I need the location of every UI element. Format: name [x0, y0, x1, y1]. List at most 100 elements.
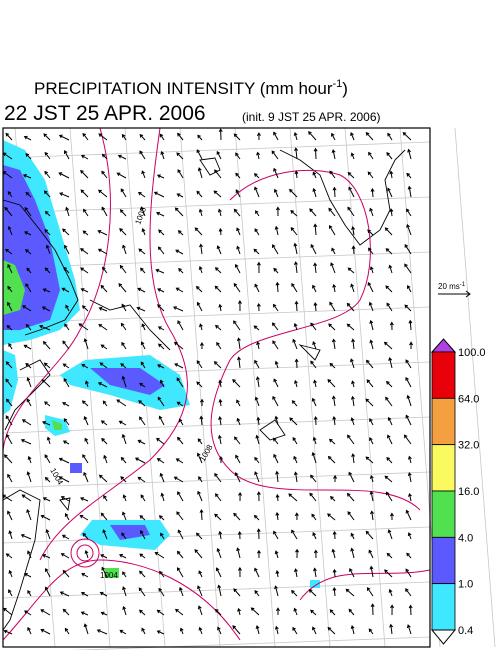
wind-arrow — [218, 416, 222, 426]
wind-arrow — [351, 453, 356, 464]
wind-arrow — [408, 492, 412, 502]
wind-arrow — [177, 132, 184, 141]
wind-arrow — [407, 284, 412, 293]
wind-arrow — [273, 188, 279, 198]
wind-arrow — [23, 344, 32, 350]
wind-arrow — [99, 362, 108, 369]
wind-arrow — [313, 223, 318, 236]
wind-arrow — [347, 267, 355, 274]
wind-arrow — [157, 364, 165, 369]
wind-arrow — [139, 150, 146, 160]
wind-arrow — [196, 360, 203, 369]
wind-arrow — [313, 416, 318, 426]
wind-arrow — [8, 589, 13, 597]
wind-arrow — [160, 532, 165, 540]
wind-arrow — [42, 497, 51, 502]
wind-arrow — [80, 267, 89, 274]
wind-arrow — [179, 627, 184, 635]
wind-arrow — [256, 341, 261, 350]
wind-arrow — [62, 363, 70, 369]
wind-arrow — [369, 474, 374, 483]
wind-arrow — [214, 608, 222, 616]
wind-arrow — [156, 630, 165, 635]
wind-arrow — [81, 305, 89, 312]
wind-arrow — [366, 379, 374, 388]
wind-arrow — [214, 267, 222, 274]
wind-arrow — [275, 607, 280, 615]
wind-arrow — [348, 471, 355, 483]
wind-arrow — [218, 530, 223, 540]
wind-arrow — [291, 529, 298, 540]
wind-arrow — [408, 319, 413, 331]
wind-arrow — [155, 268, 165, 274]
wind-arrow — [409, 341, 414, 350]
wind-arrow — [4, 206, 13, 217]
wind-arrow — [159, 472, 165, 483]
wind-arrow — [406, 552, 412, 559]
parallel — [2, 416, 431, 434]
wind-arrow — [62, 608, 70, 616]
wind-arrow — [346, 492, 355, 502]
wind-arrow — [351, 245, 356, 255]
wind-arrow — [101, 153, 108, 160]
wind-arrow — [44, 267, 51, 274]
wind-arrow — [232, 379, 241, 388]
wind-arrow — [63, 266, 70, 274]
wind-arrow — [292, 436, 298, 445]
wind-arrow — [329, 609, 336, 616]
wind-arrow — [176, 152, 184, 160]
wind-arrow — [83, 416, 89, 426]
wind-arrow — [40, 628, 51, 635]
wind-arrow — [63, 377, 70, 388]
wind-arrow — [254, 471, 260, 483]
wind-arrow — [59, 591, 70, 597]
wind-arrow — [154, 551, 165, 559]
wind-arrow — [26, 377, 32, 388]
wind-arrow — [387, 434, 393, 445]
wind-arrow — [327, 379, 336, 388]
wind-arrow — [198, 626, 203, 635]
wind-arrow — [256, 491, 261, 502]
wind-arrow — [327, 626, 336, 635]
wind-arrow — [121, 375, 127, 388]
wind-arrow — [160, 150, 165, 160]
wind-arrow — [60, 496, 70, 502]
wind-arrow — [58, 172, 70, 179]
wind-arrow — [350, 625, 355, 635]
wind-arrow — [198, 265, 203, 274]
wind-arrow — [196, 190, 203, 198]
wind-arrow — [329, 301, 336, 312]
wind-arrow — [331, 132, 336, 141]
wind-arrow — [158, 587, 165, 597]
wind-arrow — [328, 207, 336, 217]
wind-arrow — [388, 356, 393, 369]
wind-arrow — [329, 224, 336, 236]
wind-arrow — [138, 609, 146, 616]
wind-arrow — [233, 320, 241, 331]
wind-arrow — [157, 246, 165, 255]
wind-arrow — [291, 590, 298, 597]
wind-arrow — [406, 223, 412, 236]
wind-arrow — [23, 573, 32, 578]
wind-arrow — [160, 492, 165, 502]
wind-arrow — [384, 227, 393, 236]
wind-arrow — [365, 131, 374, 141]
wind-arrow — [369, 418, 374, 426]
wind-arrow — [405, 588, 412, 597]
wind-arrow — [7, 263, 13, 274]
wind-arrow — [44, 229, 51, 236]
wind-arrow — [288, 493, 298, 502]
wind-arrow — [255, 625, 260, 635]
colorbar-band — [431, 351, 456, 399]
parallel — [72, 636, 431, 650]
colorbar-band — [431, 444, 456, 492]
wind-arrow — [22, 305, 32, 312]
wind-arrow — [370, 187, 375, 198]
wind-arrow — [62, 440, 70, 445]
map-frame — [2, 127, 431, 648]
wind-arrow — [120, 476, 127, 483]
wind-arrow — [140, 341, 146, 350]
wind-arrow — [217, 626, 222, 635]
isobars — [2, 127, 431, 641]
wind-arrow — [254, 456, 260, 464]
